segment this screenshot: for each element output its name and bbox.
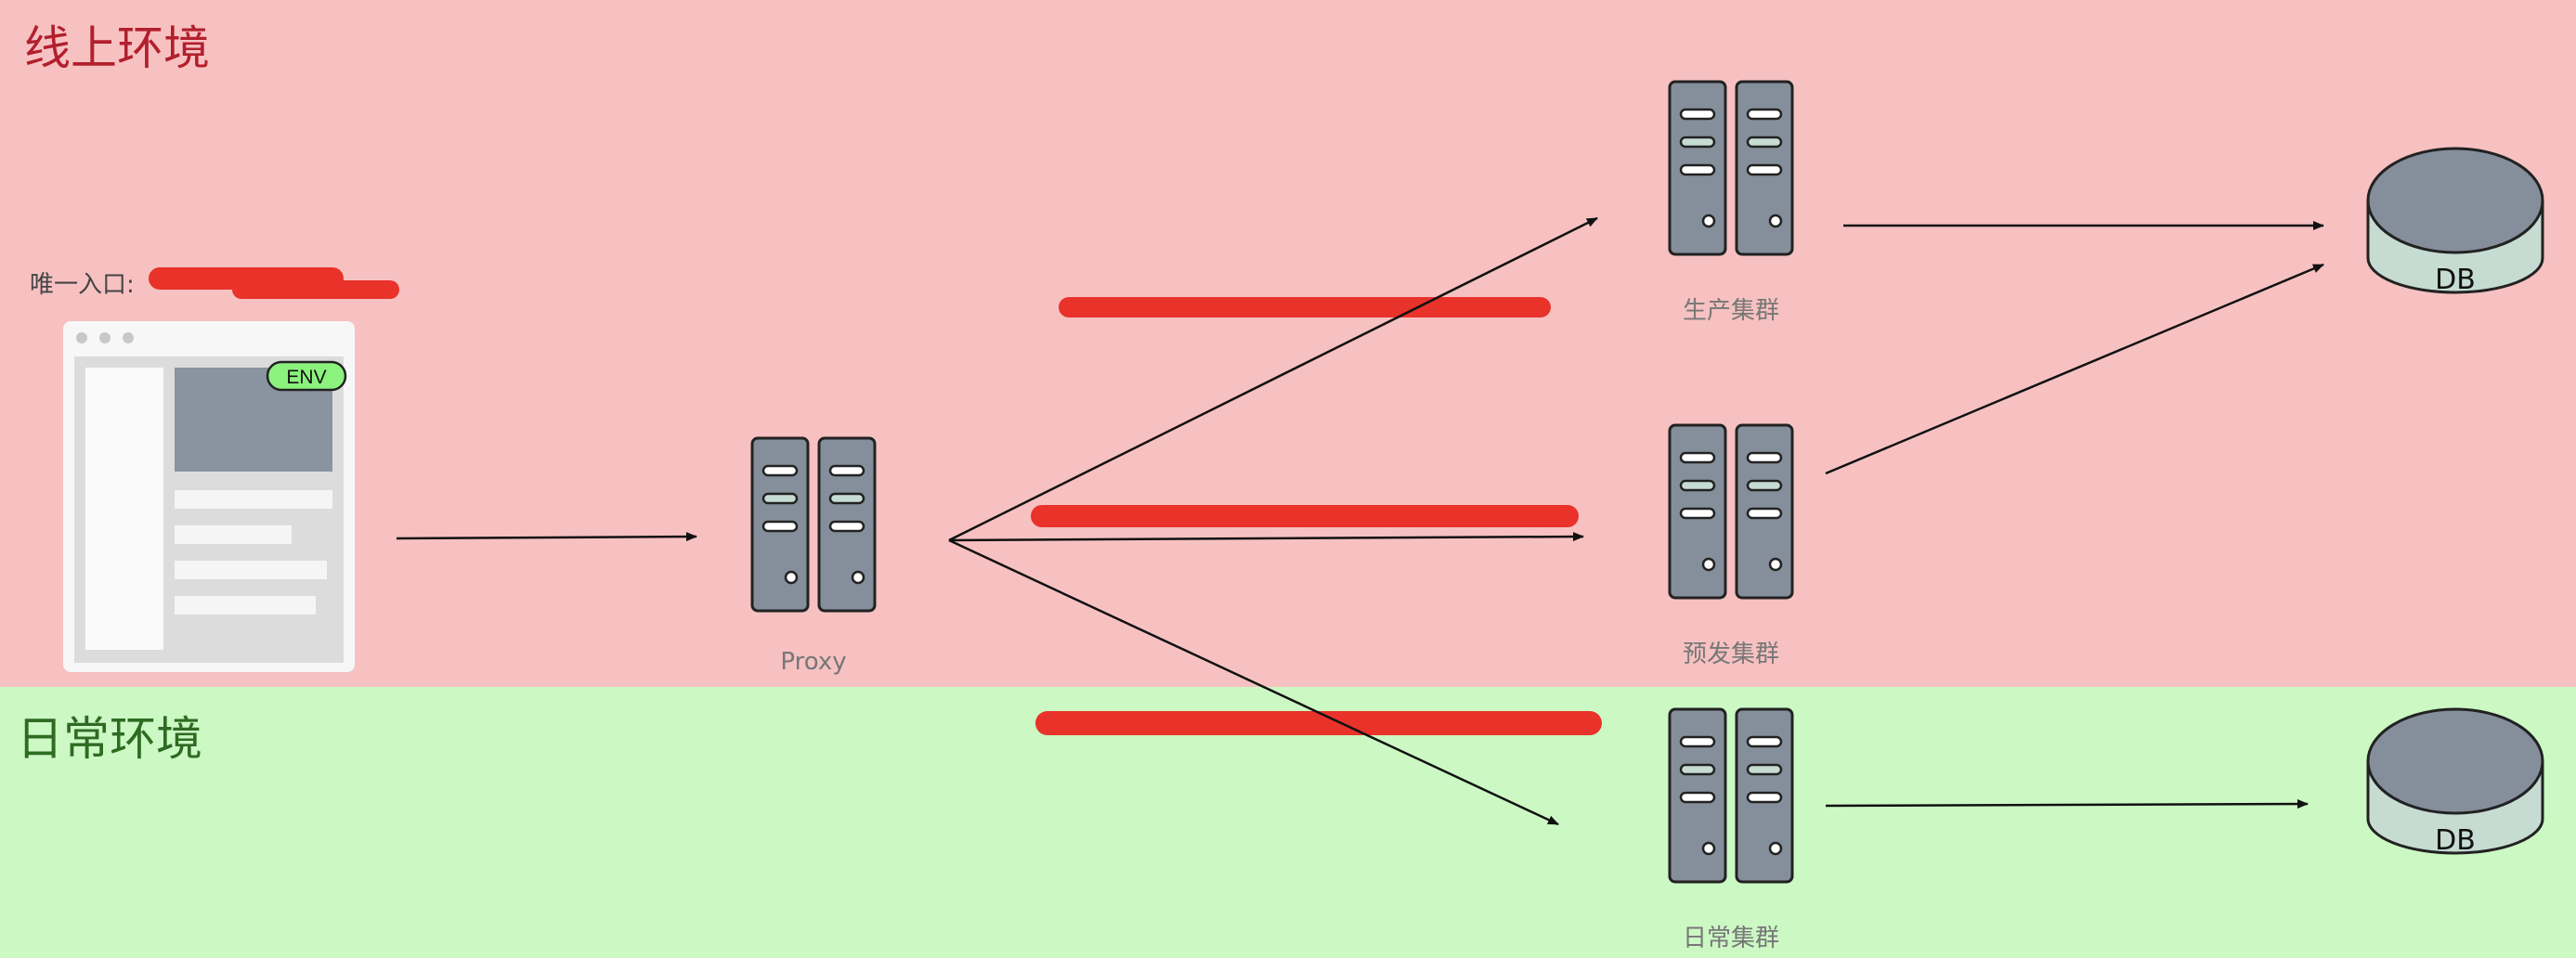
- online-environment-zone: [0, 0, 2576, 687]
- online-db-label: DB: [2435, 264, 2476, 296]
- arrow-pre-to-db: [1825, 263, 2324, 475]
- arrow-proxy-to-prod: [948, 216, 1598, 542]
- browser-window-icon: [63, 321, 355, 672]
- daily-cluster-label: 日常集群: [1682, 925, 1779, 952]
- proxy-server-icon: [750, 436, 877, 613]
- daily-cluster-server-icon: [1668, 707, 1794, 884]
- redaction-prod-url: [1059, 297, 1551, 317]
- arrow-entry-to-proxy: [396, 532, 697, 542]
- daily-db-label: DB: [2435, 824, 2476, 857]
- prod-cluster-label: 生产集群: [1682, 297, 1779, 325]
- arrow-proxy-to-daily: [948, 538, 1559, 826]
- proxy-label: Proxy: [780, 648, 847, 676]
- redaction-entry-url-2: [232, 280, 399, 299]
- redaction-daily-url: [1035, 711, 1602, 735]
- connectors: [396, 216, 2324, 826]
- env-badge-text: ENV: [286, 367, 326, 388]
- pre-cluster-server-icon: [1668, 423, 1794, 600]
- daily-db-icon: DB: [2366, 707, 2544, 857]
- prod-cluster-server-icon: [1668, 80, 1794, 256]
- redaction-pre-url: [1031, 505, 1579, 527]
- online-zone-title: 线上环境: [24, 21, 210, 75]
- pre-cluster-label: 预发集群: [1682, 641, 1779, 668]
- online-db-icon: DB: [2366, 147, 2544, 296]
- daily-zone-title: 日常环境: [17, 712, 202, 766]
- arrow-proxy-to-pre: [948, 532, 1584, 542]
- arrow-daily-to-db: [1825, 799, 2309, 809]
- env-badge: ENV: [266, 360, 347, 392]
- entry-label: 唯一入口:: [30, 271, 135, 299]
